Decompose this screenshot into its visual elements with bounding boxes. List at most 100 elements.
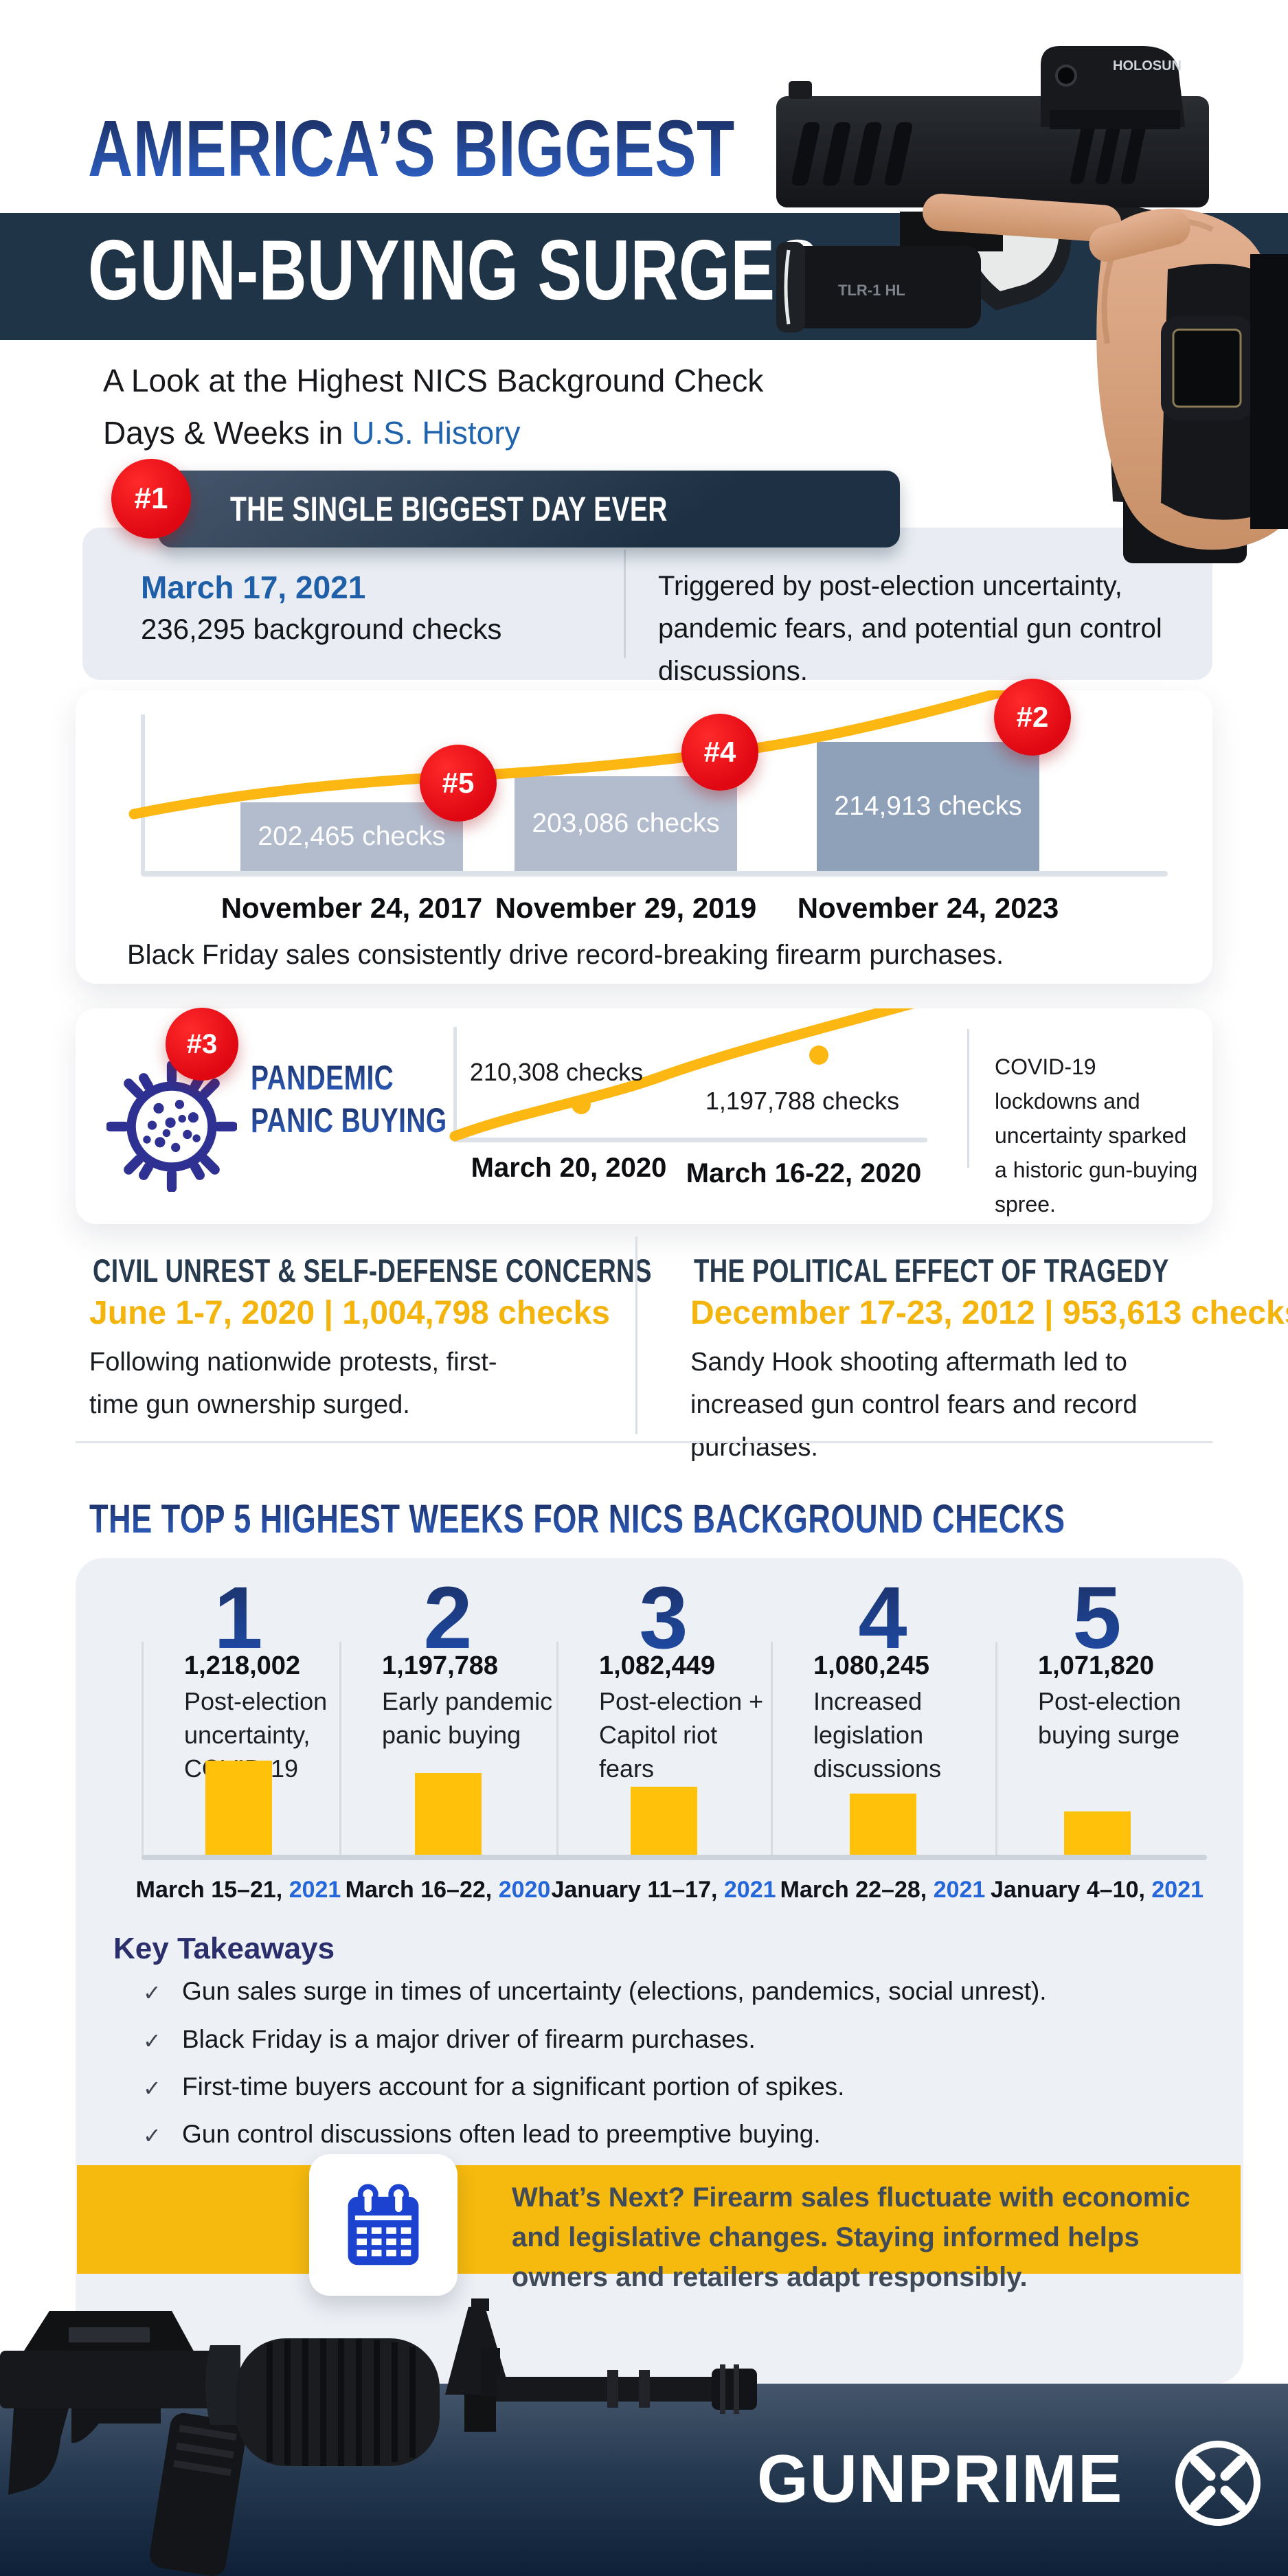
top5-col-border-3 (556, 1642, 558, 1857)
top5-bar-5 (1064, 1811, 1131, 1855)
black-friday-date-2019: November 29, 2019 (495, 892, 757, 924)
single-day-card (82, 528, 1212, 680)
takeaways-heading: Key Takeaways (113, 1932, 335, 1965)
events-divider (635, 1236, 637, 1434)
whats-next-banner (77, 2165, 1241, 2274)
single-day-description: Triggered by post-election uncertainty, … (658, 571, 1162, 686)
black-friday-date-2023: November 24, 2023 (797, 892, 1059, 924)
top5-bar-2 (415, 1773, 482, 1855)
rifle-photo-icon (0, 2298, 757, 2576)
top5-desc-5: Post-election buying surge (1038, 1687, 1182, 1749)
top5-value-2: 1,197,788 (382, 1651, 499, 1680)
top5-heading: THE TOP 5 HIGHEST WEEKS FOR NICS BACKGRO… (89, 1497, 1065, 1541)
top5-col-border-2 (339, 1642, 341, 1857)
pandemic-point2-label: 1,197,788 checks (705, 1087, 900, 1115)
top5-value-3: 1,082,449 (599, 1651, 716, 1680)
black-friday-bar-2017: 202,465 checks (240, 802, 463, 871)
black-friday-bar-2019: 203,086 checks (515, 776, 737, 871)
whats-next-text: What’s Next? Firearm sales fluctuate wit… (512, 2182, 1190, 2292)
pandemic-point1-date: March 20, 2020 (471, 1153, 667, 1183)
top5-baseline (142, 1855, 1207, 1860)
black-friday-date-2017: November 24, 2017 (221, 892, 483, 924)
top5-rank-5: 5 (1072, 1569, 1122, 1667)
black-friday-caption: Black Friday sales consistently drive re… (127, 940, 1004, 970)
pandemic-card (76, 1008, 1212, 1224)
black-friday-x-axis (141, 871, 1168, 877)
pistol-photo-icon: HOLOSUN TLR-1 HL (776, 46, 1288, 563)
check-icon: ✓ (143, 2029, 161, 2053)
takeaway-item-4: Gun control discussions often lead to pr… (182, 2120, 821, 2148)
calendar-icon-card (309, 2154, 457, 2296)
single-day-header: THE SINGLE BIGGEST DAY EVER (230, 490, 668, 528)
top5-desc-2: Early pandemic panic buying (382, 1687, 553, 1749)
check-icon: ✓ (143, 1980, 161, 2005)
rank-badge-2: #2 (994, 679, 1071, 756)
top5-rank-2: 2 (423, 1569, 473, 1667)
top5-value-1: 1,218,002 (184, 1651, 301, 1680)
black-friday-y-axis (141, 714, 145, 874)
check-icon: ✓ (143, 2076, 161, 2101)
top5-rank-4: 4 (858, 1569, 907, 1667)
top5-date-5: January 4–10, 2021 (990, 1877, 1204, 1903)
top5-col-border-5 (995, 1642, 997, 1857)
top5-bar-1 (205, 1761, 272, 1855)
single-day-stat: 236,295 background checks (141, 613, 502, 645)
event-tragedy-stat: December 17-23, 2012 | 953,613 checks (690, 1295, 1288, 1331)
rank-badge-3: #3 (166, 1008, 238, 1081)
pandemic-line-chart (449, 1008, 915, 1142)
section-divider (76, 1441, 1212, 1443)
subtitle-line2-prefix: Days & Weeks in (103, 415, 352, 451)
pandemic-point1-label: 210,308 checks (469, 1058, 644, 1086)
page-title-line1: AMERICA’S BIGGEST (88, 104, 735, 193)
black-friday-bar-2023: 214,913 checks (817, 742, 1039, 871)
event-civil-unrest-title: CIVIL UNREST & SELF-DEFENSE CONCERNS (93, 1252, 652, 1289)
pandemic-point2-date: March 16-22, 2020 (686, 1158, 922, 1188)
top5-date-3: January 11–17, 2021 (551, 1877, 776, 1903)
pandemic-divider (967, 1029, 969, 1168)
single-day-header-bar: THE SINGLE BIGGEST DAY EVER (158, 471, 900, 547)
svg-text:HOLOSUN: HOLOSUN (1113, 58, 1182, 74)
top5-bar-3 (631, 1787, 697, 1855)
top5-desc-3: Post-election + Capitol riot fears (599, 1687, 764, 1783)
brand-wordmark: GUNPRIME (757, 2441, 1124, 2516)
subtitle: A Look at the Highest NICS Background Ch… (103, 354, 763, 459)
top5-desc-4: Increased legislation discussions (813, 1687, 942, 1783)
top5-rank-1: 1 (214, 1569, 263, 1667)
rank-badge-4: #4 (681, 714, 758, 791)
single-day-date: March 17, 2021 (141, 569, 366, 605)
single-day-divider (624, 550, 626, 658)
virus-icon (106, 1061, 237, 1192)
top5-date-1: March 15–21, 2021 (135, 1877, 341, 1903)
black-friday-trend-line (128, 690, 1027, 820)
us-history-link[interactable]: U.S. History (352, 415, 521, 451)
event-tragedy-title: THE POLITICAL EFFECT OF TRAGEDY (694, 1252, 1169, 1289)
event-tragedy-description: Sandy Hook shooting aftermath led to inc… (690, 1348, 1138, 1462)
brand-logo-icon (1175, 2441, 1261, 2526)
top5-bar-4 (850, 1794, 916, 1855)
takeaway-item-3: First-time buyers account for a signific… (182, 2072, 845, 2101)
top5-value-4: 1,080,245 (813, 1651, 930, 1680)
top5-col-border-4 (771, 1642, 773, 1857)
rank-badge-1: #1 (111, 459, 191, 539)
top5-col-border-1 (142, 1642, 144, 1857)
rank-badge-5: #5 (420, 745, 497, 822)
takeaway-item-1: Gun sales surge in times of uncertainty … (182, 1977, 1047, 2005)
page-title-line2: GUN-BUYING SURGES (88, 223, 820, 318)
top5-desc-1: Post-election uncertainty, COVID-19 (184, 1687, 328, 1783)
pandemic-title: PANDEMIC PANIC BUYING (251, 1057, 502, 1142)
subtitle-line1: A Look at the Highest NICS Background Ch… (103, 363, 764, 398)
top5-value-5: 1,071,820 (1038, 1651, 1155, 1680)
event-civil-unrest-stat: June 1-7, 2020 | 1,004,798 checks (89, 1295, 610, 1331)
pandemic-x-axis (453, 1138, 927, 1142)
pandemic-y-axis (453, 1027, 457, 1142)
top5-date-4: March 22–28, 2021 (780, 1877, 986, 1903)
event-civil-unrest-description: Following nationwide protests, first-tim… (89, 1348, 497, 1419)
check-icon: ✓ (143, 2123, 161, 2148)
top5-rank-3: 3 (639, 1569, 688, 1667)
takeaway-item-2: Black Friday is a major driver of firear… (182, 2025, 756, 2053)
svg-text:TLR-1 HL: TLR-1 HL (838, 282, 905, 299)
calendar-icon (348, 2184, 419, 2266)
pandemic-description: COVID-19 lockdowns and uncertainty spark… (995, 1054, 1198, 1217)
top5-date-2: March 16–22, 2020 (345, 1877, 551, 1903)
